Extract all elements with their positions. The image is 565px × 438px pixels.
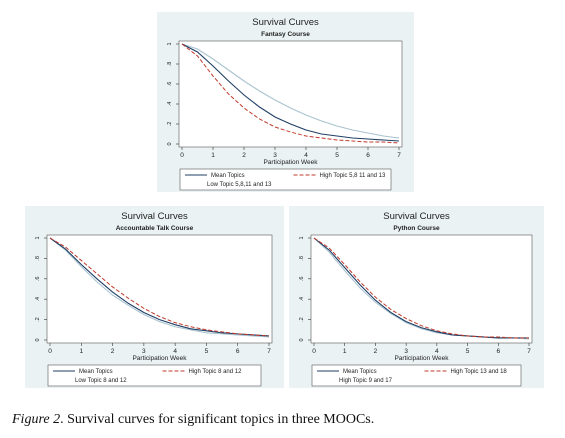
x-tick-label: 3 [142, 348, 146, 355]
x-axis-label: Participation Week [132, 355, 187, 362]
y-tick-label: 0 [299, 338, 305, 341]
series-line [49, 237, 270, 338]
legend-label: Mean Topics [343, 369, 377, 375]
x-tick-label: 2 [111, 348, 115, 355]
y-tick-label: .6 [299, 277, 305, 282]
legend-label: Mean Topics [79, 369, 113, 375]
chart-title: Survival Curves [383, 211, 450, 222]
chart-title: Survival Curves [252, 17, 319, 28]
y-tick-label: .2 [299, 317, 305, 322]
x-tick-label: 0 [312, 348, 316, 355]
x-axis-label: Participation Week [263, 159, 318, 166]
x-tick-label: 2 [374, 348, 378, 355]
y-tick-label: 0 [167, 142, 173, 145]
y-tick-label: .8 [35, 256, 41, 261]
y-tick-label: .4 [299, 297, 305, 302]
accountable-talk-course-chart: Survival Curves Accountable Talk Course 0 1… [25, 206, 284, 388]
series-line [49, 237, 270, 337]
x-tick-label: 5 [205, 348, 209, 355]
x-tick-label: 1 [211, 152, 215, 159]
chart-subtitle: Python Course [393, 225, 440, 232]
y-tick-label: .2 [35, 317, 41, 322]
fantasy-course-chart: Survival Curves Fantasy Course 0 1 2 3 4 5 6 7 0 .2… [157, 12, 414, 192]
x-tick-label: 0 [48, 348, 52, 355]
chart-svg: Survival Curves Accountable Talk Course 0 1… [25, 206, 284, 388]
y-tick-label: .6 [35, 277, 41, 282]
x-tick-label: 4 [304, 152, 308, 159]
x-tick-label: 1 [343, 348, 347, 355]
y-tick-label: .2 [167, 122, 173, 127]
figure-caption-text: . Survival curves for significant topics… [60, 412, 375, 427]
x-tick-label: 4 [173, 348, 177, 355]
series-line [313, 237, 529, 339]
y-tick-label: 1 [167, 42, 173, 45]
chart-subtitle: Accountable Talk Course [116, 225, 194, 232]
legend-label: Mean Topics [211, 173, 245, 179]
x-tick-label: 3 [404, 348, 408, 355]
figure-caption-label: Figure 2 [12, 412, 61, 427]
legend-label: High Topic 5,8 11 and 13 [320, 173, 386, 179]
legend-label: High Topic 9 and 17 [339, 378, 393, 384]
legend-label: Low Topic 5,8,11 and 13 [207, 182, 272, 188]
plot-area [310, 234, 533, 344]
series-line [313, 237, 529, 339]
x-tick-label: 3 [273, 152, 277, 159]
series-line [181, 43, 400, 139]
figure-caption: Figure 2. Survival curves for significan… [12, 412, 552, 428]
x-tick-label: 5 [335, 152, 339, 159]
y-tick-label: .8 [299, 256, 305, 261]
legend-box [179, 168, 392, 191]
python-course-chart: Survival Curves Python Course 0 1 2 3 4 5 6 7 0 .2.… [289, 206, 544, 388]
chart-svg: Survival Curves Fantasy Course 0 1 2 3 4 5 6 7 0 .2… [157, 12, 414, 192]
x-tick-label: 7 [267, 348, 271, 355]
x-tick-label: 2 [242, 152, 246, 159]
x-tick-label: 5 [466, 348, 470, 355]
x-tick-label: 1 [79, 348, 83, 355]
x-tick-label: 7 [527, 348, 531, 355]
legend-label: Low Topic 8 and 12 [75, 378, 127, 384]
chart-svg: Survival Curves Python Course 0 1 2 3 4 5 6 7 0 .2.… [289, 206, 544, 388]
legend-label: High Topic 13 and 18 [451, 369, 508, 375]
y-tick-label: .4 [167, 102, 173, 107]
legend-label: High Topic 8 and 12 [189, 369, 243, 375]
y-tick-label: .8 [167, 62, 173, 67]
plot-area [178, 40, 403, 148]
y-tick-label: 1 [35, 236, 41, 239]
x-tick-label: 6 [236, 348, 240, 355]
y-tick-label: .4 [35, 297, 41, 302]
x-tick-label: 7 [397, 152, 401, 159]
series-line [181, 43, 400, 142]
x-axis-label: Participation Week [394, 355, 449, 362]
y-tick-label: .6 [167, 82, 173, 87]
y-tick-label: 0 [35, 338, 41, 341]
x-tick-label: 4 [435, 348, 439, 355]
chart-title: Survival Curves [121, 211, 188, 222]
legend-box [47, 364, 262, 387]
chart-subtitle: Fantasy Course [261, 31, 310, 38]
legend-box [311, 364, 522, 387]
plot-area [46, 234, 273, 344]
x-tick-label: 6 [366, 152, 370, 159]
x-tick-label: 6 [496, 348, 500, 355]
y-tick-label: 1 [299, 236, 305, 239]
x-tick-label: 0 [180, 152, 184, 159]
